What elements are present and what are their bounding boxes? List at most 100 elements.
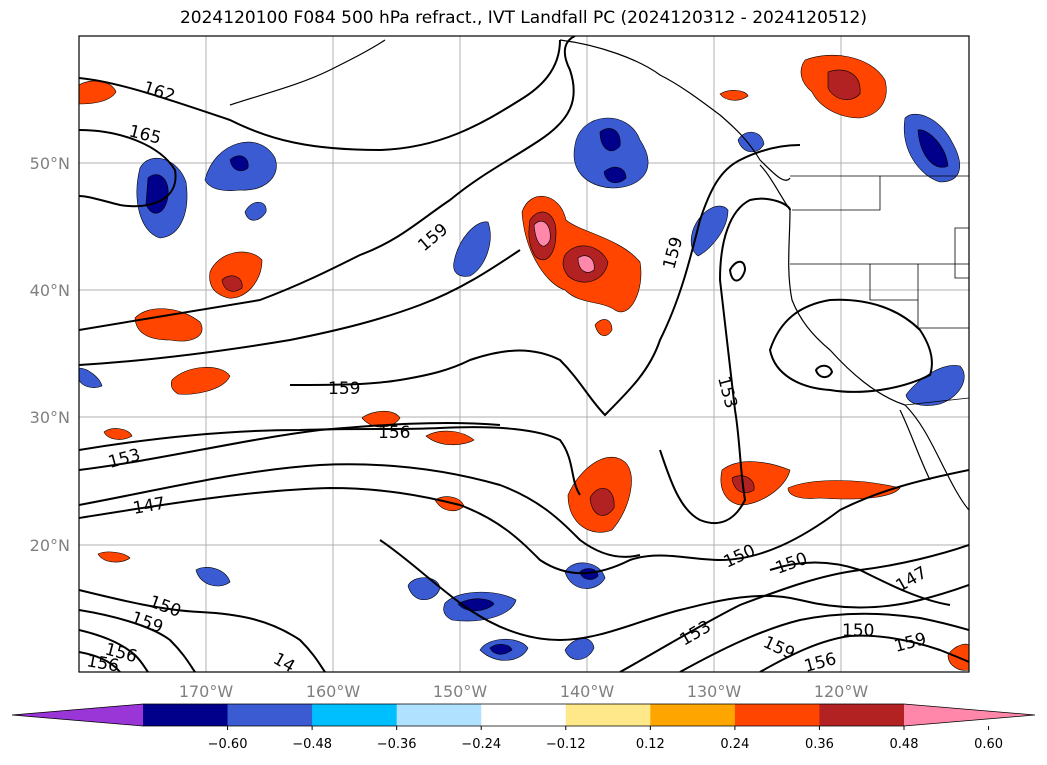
x-tick-labels: 170°W 160°W 150°W 140°W 130°W 120°W (179, 682, 869, 701)
coastline-baja (899, 409, 931, 481)
contour-line (679, 612, 969, 672)
contour-line (79, 129, 177, 208)
y-tick-label: 20°N (30, 536, 70, 555)
anomaly-patch (599, 128, 621, 152)
anomaly-patch (453, 221, 491, 277)
anomaly-patch (719, 90, 749, 101)
colorbar-segment (734, 704, 820, 726)
anomaly-patch (564, 638, 595, 660)
colorbar-tick-label: 0.48 (890, 737, 919, 752)
anomaly-patch (737, 131, 765, 153)
anomaly-patch (533, 220, 551, 247)
x-tick-label: 150°W (433, 682, 488, 701)
anomaly-patch (594, 319, 613, 337)
colorbar-tick-label: −0.60 (208, 737, 248, 752)
contour-line (79, 609, 196, 672)
positive-anomaly-patches (79, 54, 969, 671)
colorbar-extension-max (904, 704, 1035, 726)
contour-line (759, 634, 969, 672)
contour-line (768, 298, 933, 393)
contour-line (79, 486, 461, 519)
contour-label: 156 (378, 423, 410, 443)
anomaly-patch (917, 129, 949, 168)
contour-line (79, 36, 576, 331)
contour-line (79, 39, 561, 152)
colorbar-segment (143, 704, 229, 726)
colorbar-tick-label: 0.36 (805, 737, 834, 752)
anomaly-patch (489, 644, 513, 655)
anomaly-patch (577, 255, 595, 273)
colorbar-segment (396, 704, 482, 726)
anomaly-patch (170, 366, 231, 395)
anomaly-patch (79, 367, 103, 388)
anomaly-patch (603, 166, 627, 184)
contour-line (289, 144, 801, 417)
anomaly-patch (209, 251, 263, 299)
anomaly-patch (827, 69, 861, 100)
contour-line (79, 463, 641, 558)
contour-label: 150 (842, 621, 874, 641)
contour-line (79, 426, 581, 496)
x-tick-label: 140°W (560, 682, 615, 701)
contour-label: 156 (85, 651, 120, 676)
contour-line (769, 561, 951, 606)
anomaly-patch (425, 430, 475, 446)
anomaly-patch (589, 488, 615, 516)
anomaly-patch (573, 117, 649, 189)
colorbar-extension-min (12, 704, 143, 726)
map-background (79, 36, 969, 672)
coastline-west-us (788, 209, 969, 511)
x-tick-label: 170°W (179, 682, 234, 701)
y-tick-label: 30°N (30, 408, 70, 427)
y-tick-labels: 50°N 40°N 30°N 20°N (30, 154, 70, 555)
height-contours (79, 36, 969, 672)
coastlines (229, 39, 969, 511)
colorbar-outline (11, 703, 1036, 727)
contour-line (79, 629, 149, 672)
anomaly-patch (79, 80, 117, 105)
gridlines (79, 36, 969, 672)
contour-label: 14 (270, 649, 299, 677)
anomaly-patch (579, 568, 599, 580)
colorbar-segment (227, 704, 313, 726)
contour-line (814, 364, 834, 378)
colorbar-segment (481, 704, 567, 726)
anomaly-patch (103, 428, 133, 440)
contour-line (728, 260, 747, 282)
x-tick-label: 120°W (814, 682, 869, 701)
colorbar-segment (650, 704, 736, 726)
colorbar-tick-label: 0.60 (974, 737, 1003, 752)
colorbar-segment (312, 704, 398, 726)
colorbar-tick-label: 0.12 (636, 737, 665, 752)
contour-line (379, 539, 969, 642)
anomaly-patch (97, 551, 131, 563)
contour-line (459, 469, 969, 575)
colorbar-tick-label: 0.24 (720, 737, 749, 752)
anomaly-patch (787, 480, 901, 500)
x-tick-label: 130°W (687, 682, 742, 701)
y-tick-label: 40°N (30, 281, 70, 300)
colorbar-tick-label: −0.24 (461, 737, 501, 752)
anomaly-patch (145, 174, 169, 214)
anomaly-patch (244, 201, 267, 221)
map-frame (78, 35, 970, 673)
state-borders (790, 175, 969, 406)
anomaly-patch (134, 308, 203, 342)
contour-label: 156 (802, 649, 839, 677)
colorbar-segment (565, 704, 651, 726)
contour-line (619, 544, 969, 672)
contour-line (79, 249, 521, 366)
colorbar-tick-label: −0.48 (292, 737, 332, 752)
anomaly-patch (720, 461, 791, 506)
anomaly-patch (195, 567, 231, 587)
chart-title: 2024120100 F084 500 hPa refract., IVT La… (179, 8, 867, 28)
contour-line (79, 589, 326, 672)
y-tick-label: 50°N (30, 154, 70, 173)
contour-line (79, 651, 121, 672)
colorbar-tick-label: −0.12 (546, 737, 586, 752)
colorbar-segment (819, 704, 905, 726)
contour-line (659, 197, 791, 525)
coastline-alaska (229, 39, 791, 181)
anomaly-patch (221, 275, 243, 292)
